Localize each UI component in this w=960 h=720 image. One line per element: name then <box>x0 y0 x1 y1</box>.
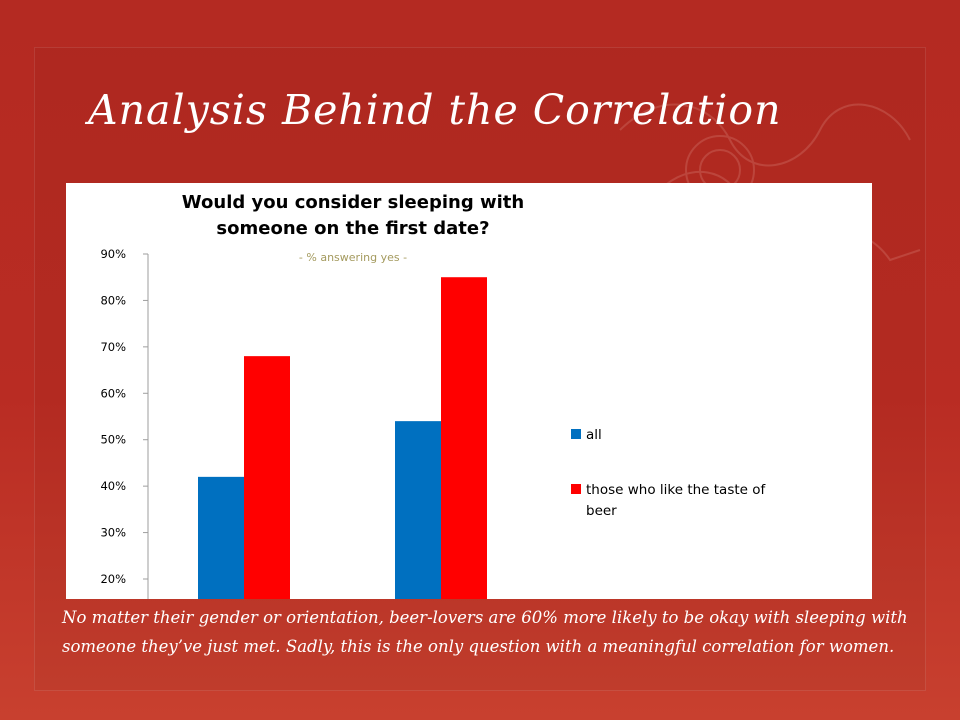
legend-swatch <box>571 429 581 439</box>
y-tick-label: 30% <box>100 526 126 540</box>
legend-label: those who like the taste of <box>586 482 767 498</box>
y-tick-label: 90% <box>100 247 126 261</box>
y-tick-label: 60% <box>100 386 126 400</box>
y-tick-label: 40% <box>100 479 126 493</box>
legend-label: all <box>586 427 602 443</box>
slide-caption: No matter their gender or orientation, b… <box>62 608 908 656</box>
bar-chart: Would you consider sleeping with someone … <box>100 192 767 599</box>
bar <box>244 356 290 599</box>
slide-frame <box>34 47 926 691</box>
legend-swatch <box>571 484 581 494</box>
chart-subtitle: - % answering yes - <box>299 251 407 264</box>
chart-title-line: Would you consider sleeping with <box>182 192 524 213</box>
y-tick-label: 50% <box>100 433 126 447</box>
y-tick-label: 80% <box>100 293 126 307</box>
bar <box>441 277 487 599</box>
legend-label: beer <box>586 503 617 519</box>
bar <box>395 421 441 599</box>
slide-title: Analysis Behind the Correlation <box>88 86 782 134</box>
y-tick-label: 70% <box>100 340 126 354</box>
y-tick-label: 20% <box>100 572 126 586</box>
chart-title-line: someone on the first date? <box>216 218 489 239</box>
bar <box>198 476 244 599</box>
chart-panel: Would you consider sleeping with someone … <box>66 183 872 599</box>
